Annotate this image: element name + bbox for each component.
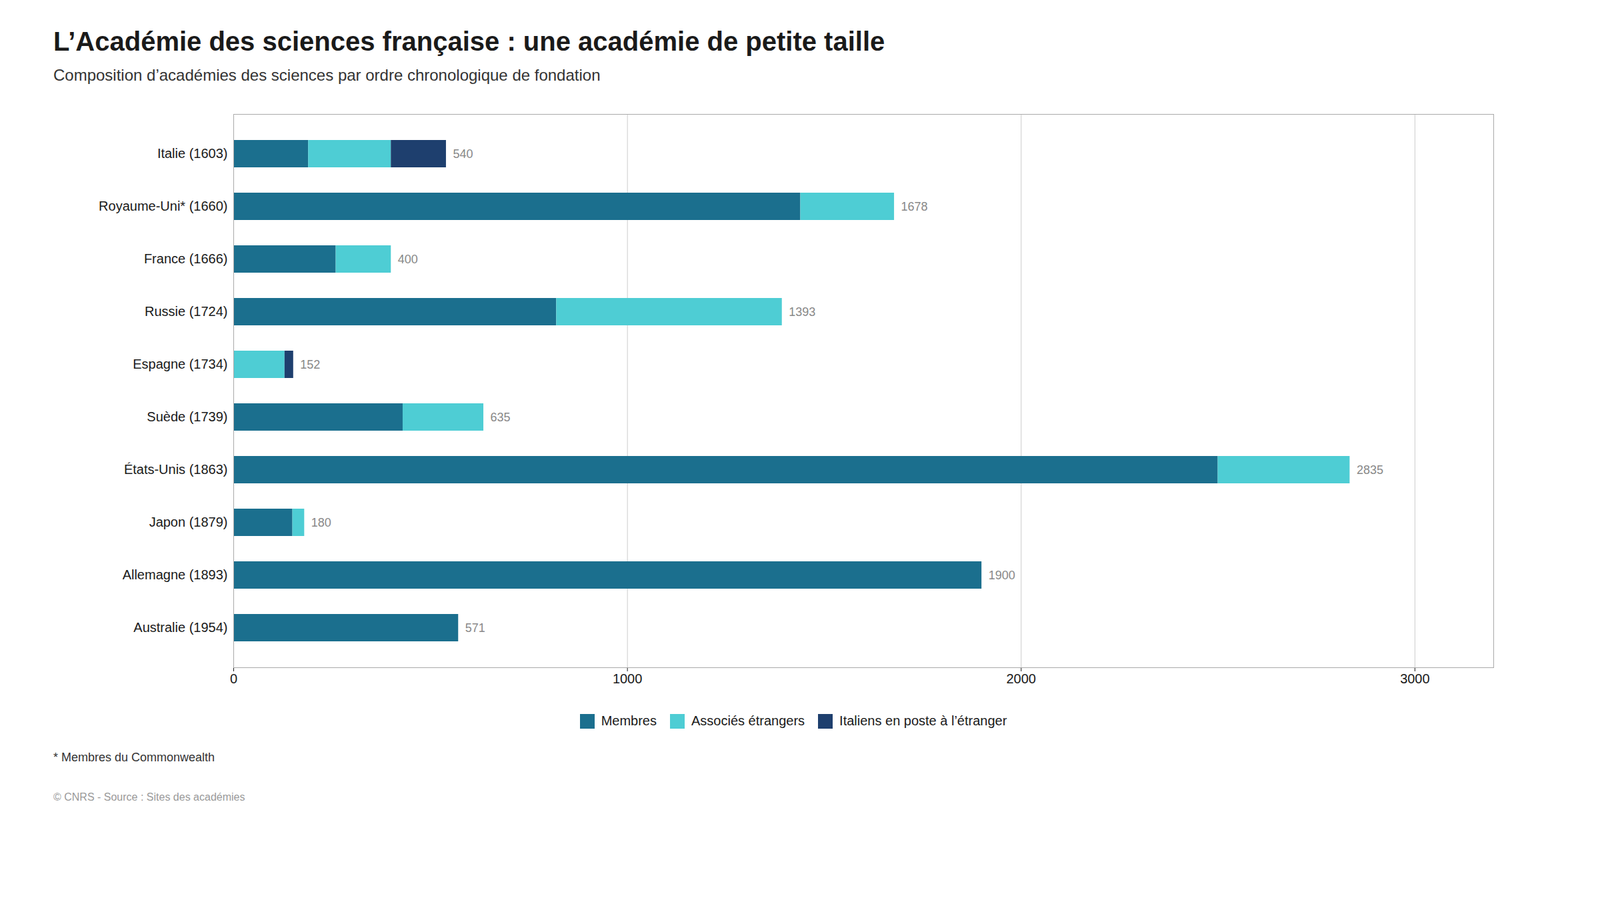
svg-text:1900: 1900 [988, 568, 1016, 582]
svg-text:Royaume-Uni* (1660): Royaume-Uni* (1660) [98, 198, 228, 214]
svg-text:635: 635 [490, 410, 511, 424]
svg-text:1393: 1393 [788, 305, 816, 319]
svg-text:Allemagne (1893): Allemagne (1893) [122, 567, 228, 582]
svg-text:400: 400 [398, 252, 418, 266]
html-text:Composition d’académies des sc: Composition d’académies des sciences par… [53, 66, 601, 84]
svg-text:1000: 1000 [612, 671, 643, 686]
svg-text:France (1666): France (1666) [144, 251, 228, 266]
svg-text:Japon (1879): Japon (1879) [149, 514, 228, 530]
svg-text:152: 152 [300, 358, 320, 372]
svg-text:États-Unis (1863): États-Unis (1863) [124, 462, 228, 477]
svg-text:2835: 2835 [1356, 463, 1384, 477]
svg-text:Espagne (1734): Espagne (1734) [132, 356, 228, 372]
svg-text:Russie (1724): Russie (1724) [144, 304, 228, 319]
svg-text:3000: 3000 [1400, 671, 1430, 686]
svg-text:Italie (1603): Italie (1603) [157, 146, 228, 161]
html-text:Associés étrangers: Associés étrangers [691, 713, 805, 728]
svg-text:571: 571 [465, 621, 486, 635]
svg-text:2000: 2000 [1006, 671, 1037, 686]
svg-text:1678: 1678 [901, 200, 928, 214]
html-text:Italiens en poste à l’étranger: Italiens en poste à l’étranger [839, 713, 1007, 728]
html-text:* Membres du Commonwealth: * Membres du Commonwealth [53, 750, 215, 764]
svg-text:180: 180 [311, 516, 332, 530]
svg-text:Suède (1739): Suède (1739) [146, 409, 228, 424]
svg-text:Australie (1954): Australie (1954) [133, 620, 228, 635]
svg-text:540: 540 [452, 147, 473, 161]
html-text:© CNRS - Source : Sites des ac: © CNRS - Source : Sites des académies [53, 791, 245, 803]
html-text:L’Académie des sciences frança: L’Académie des sciences française : une … [53, 26, 885, 56]
svg-text:0: 0 [230, 671, 238, 686]
html-text:Membres: Membres [601, 713, 657, 728]
